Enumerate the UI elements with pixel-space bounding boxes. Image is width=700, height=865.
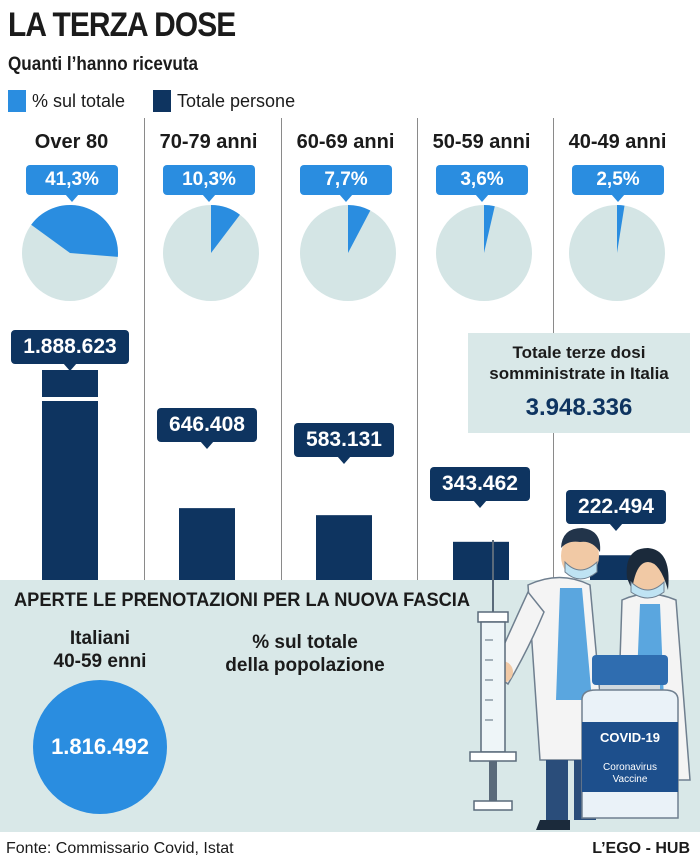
bar-label-70-79: 646.408: [157, 408, 257, 449]
bar-value: 222.494: [578, 495, 654, 518]
vial-label: COVID-19: [600, 730, 660, 745]
bar-value: 343.462: [442, 472, 518, 495]
booking-group-line1: Italiani: [69, 628, 131, 649]
pct-label-over80: 41,3%: [26, 165, 118, 202]
pie-slice: [348, 205, 371, 253]
booking-pct-label: % sul totale della popolazione: [215, 631, 395, 677]
bar-break-marker: [42, 397, 98, 401]
legend-abs: Totale persone: [153, 90, 295, 112]
booking-pct-line2: della popolazione: [225, 655, 385, 676]
pct-value: 41,3%: [45, 169, 99, 190]
pct-value: 3,6%: [460, 169, 504, 190]
booking-pct-line1: % sul totale: [252, 632, 358, 653]
age-label-50-59: 50-59 anni: [432, 131, 531, 153]
bar-label-40-49: 222.494: [566, 490, 666, 531]
column-divider: [281, 118, 282, 580]
bar-label-over80: 1.888.623: [11, 330, 129, 371]
syringe-icon: [469, 540, 517, 811]
bar-label-60-69: 583.131: [294, 423, 394, 464]
booking-group-circle: 1.816.492: [33, 680, 167, 814]
source-note: Fonte: Commissario Covid, Istat: [6, 840, 234, 857]
legend-swatch-abs: [153, 90, 171, 112]
bar-value: 1.888.623: [23, 335, 117, 358]
pct-label-50-59: 3,6%: [436, 165, 528, 202]
pct-label-60-69: 7,7%: [300, 165, 392, 202]
bar-label-50-59: 343.462: [430, 467, 530, 508]
credit: L’EGO - HUB: [592, 840, 690, 857]
pct-label-70-79: 10,3%: [163, 165, 255, 202]
pie-slice: [484, 205, 495, 253]
pct-value: 2,5%: [596, 169, 640, 190]
vaccine-vial-icon: COVID-19 Coronavirus Vaccine: [581, 655, 679, 819]
age-label-over80: Over 80: [34, 131, 109, 153]
bar: [453, 541, 509, 580]
legend-label-abs: Totale persone: [177, 90, 296, 111]
legend-pct: % sul totale: [8, 90, 125, 112]
vial-line1: Coronavirus: [603, 762, 657, 773]
bar: [179, 508, 235, 580]
bar-value: 583.131: [306, 428, 382, 451]
bar: [42, 370, 98, 580]
legend-label-pct: % sul totale: [32, 90, 126, 111]
booking-group-value: 1.816.492: [51, 734, 149, 759]
total-label-line2: somministrate in Italia: [489, 364, 669, 383]
age-label-60-69: 60-69 anni: [296, 131, 395, 153]
age-label-40-49: 40-49 anni: [568, 131, 667, 153]
pct-label-40-49: 2,5%: [572, 165, 664, 202]
pie-slice: [31, 205, 118, 257]
total-label-line1: Totale terze dosi: [512, 343, 646, 362]
pct-value: 10,3%: [182, 169, 236, 190]
age-label-70-79: 70-79 anni: [159, 131, 258, 153]
vial-line2: Vaccine: [613, 774, 648, 785]
column-divider: [144, 118, 145, 580]
booking-title: APERTE LE PRENOTAZIONI PER LA NUOVA FASC…: [14, 590, 471, 611]
bar-value: 646.408: [169, 413, 245, 436]
page-title: LA TERZA DOSE: [8, 6, 236, 44]
total-label: Totale terze dosi somministrate in Itali…: [468, 342, 690, 384]
booking-group-line2: 40-59 enni: [53, 651, 147, 672]
bar: [316, 515, 372, 580]
page-subtitle: Quanti l’hanno ricevuta: [8, 54, 199, 75]
booking-group-label: Italiani 40-59 enni: [30, 627, 170, 673]
total-value: 3.948.336: [525, 394, 633, 421]
pie-slice: [617, 205, 625, 253]
pct-value: 7,7%: [324, 169, 368, 190]
pie-slice: [211, 205, 240, 253]
total-doses-box: Totale terze dosi somministrate in Itali…: [468, 333, 690, 433]
column-divider: [417, 118, 418, 580]
legend-swatch-pct: [8, 90, 26, 112]
